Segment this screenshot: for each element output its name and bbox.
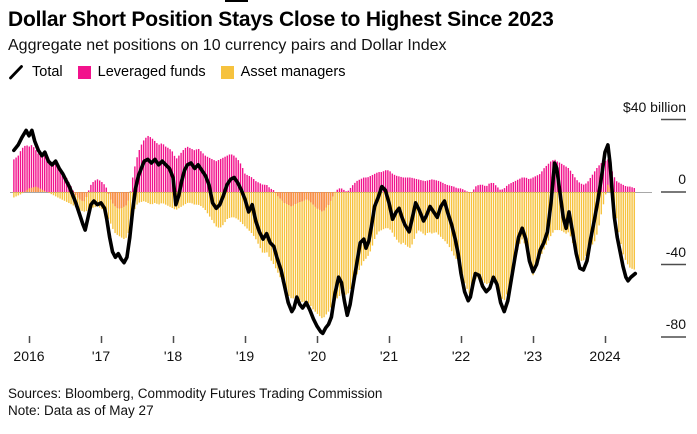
x-axis-label-2024: 2024 bbox=[589, 348, 621, 364]
y-axis-label-0: 0 bbox=[678, 171, 686, 187]
y-axis-label-neg40: -40 bbox=[665, 243, 686, 260]
x-axis-label-21: '21 bbox=[379, 348, 399, 364]
x-axis-label-23: '23 bbox=[523, 348, 543, 364]
x-axis-label-22: '22 bbox=[451, 348, 471, 364]
x-axis-label-17: '17 bbox=[91, 348, 111, 364]
x-axis-label-18: '18 bbox=[163, 348, 183, 364]
chart-footer: Sources: Bloomberg, Commodity Futures Tr… bbox=[8, 385, 382, 419]
x-axis-label-2016: 2016 bbox=[13, 348, 45, 364]
note-line: Note: Data as of May 27 bbox=[8, 403, 154, 418]
sources-line: Sources: Bloomberg, Commodity Futures Tr… bbox=[8, 386, 383, 401]
y-axis-label-neg80: -80 bbox=[665, 316, 686, 332]
y-axis-label-40: $40 billion bbox=[622, 98, 686, 115]
x-axis-label-20: '20 bbox=[307, 348, 327, 364]
x-axis-label-19: '19 bbox=[235, 348, 255, 364]
